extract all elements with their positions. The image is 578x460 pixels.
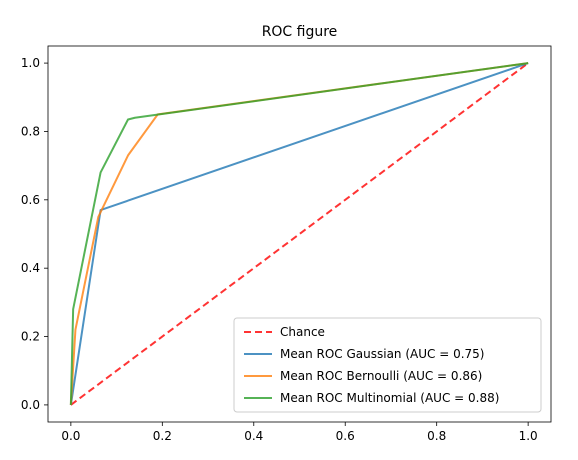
y-tick-label: 0.6	[21, 193, 40, 207]
plot-area	[69, 62, 529, 406]
chart-title: ROC figure	[262, 24, 338, 40]
legend: Chance Mean ROC Gaussian (AUC = 0.75) Mean…	[233, 317, 542, 413]
y-tick-label: 0.8	[21, 124, 40, 138]
series-line-0	[70, 62, 529, 406]
legend-label-2: Mean ROC Bernoulli (AUC = 0.86)	[280, 369, 482, 383]
y-tick-label: 0.2	[21, 330, 40, 344]
x-tick-label: 1.0	[519, 429, 538, 443]
series-line-3	[69, 62, 529, 405]
x-tick-label: 0.4	[244, 429, 263, 443]
x-tick-label: 0.6	[336, 429, 355, 443]
y-tick-label: 1.0	[21, 56, 40, 70]
x-tick-label: 0.8	[427, 429, 446, 443]
legend-label-1: Mean ROC Gaussian (AUC = 0.75)	[280, 347, 485, 361]
axes-frame	[47, 45, 552, 423]
legend-label-0: Chance	[280, 325, 325, 339]
x-tick-label: 0.0	[61, 429, 80, 443]
y-tick-label: 0.4	[21, 261, 40, 275]
legend-label-3: Mean ROC Multinomial (AUC = 0.88)	[280, 391, 499, 405]
legend-box	[233, 317, 542, 413]
y-tick-label: 0.0	[21, 398, 40, 412]
axes: 0.0 0.2 0.4 0.6 0.8 1.0 0.0 0.2 0.4 0.6 0.8 1.0	[21, 45, 552, 443]
x-tick-label: 0.2	[153, 429, 172, 443]
